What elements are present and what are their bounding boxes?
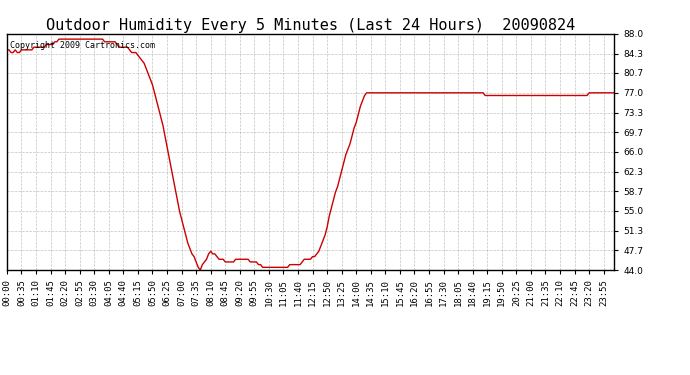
Text: Copyright 2009 Cartronics.com: Copyright 2009 Cartronics.com [10,41,155,50]
Title: Outdoor Humidity Every 5 Minutes (Last 24 Hours)  20090824: Outdoor Humidity Every 5 Minutes (Last 2… [46,18,575,33]
